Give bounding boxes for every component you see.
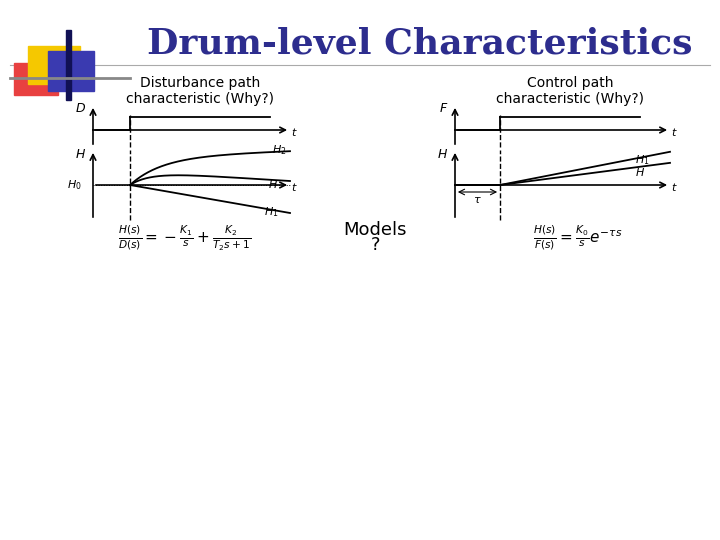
Text: Disturbance path
characteristic (Why?): Disturbance path characteristic (Why?) [126,76,274,106]
Bar [48,51,94,91]
Text: $H_2$: $H_2$ [272,143,287,157]
Text: $H_1$: $H_1$ [264,205,279,219]
FancyBboxPatch shape [14,63,58,95]
Text: $H_1$: $H_1$ [635,153,649,167]
Text: $H$: $H$ [437,148,448,161]
Text: ?: ? [370,236,379,254]
Text: $\tau$: $\tau$ [472,195,482,205]
Text: $H$: $H$ [75,148,86,161]
Text: $H$: $H$ [268,178,278,190]
Text: $\frac{H(s)}{F(s)} = \frac{K_0}{s} e^{-\tau s}$: $\frac{H(s)}{F(s)} = \frac{K_0}{s} e^{-\… [534,224,623,252]
Text: $D$: $D$ [75,102,86,114]
Text: Models: Models [343,221,407,239]
Bar [66,30,71,100]
Text: $H$: $H$ [635,166,645,178]
Text: $t$: $t$ [671,181,678,193]
Bar [28,46,80,84]
Text: $H_0$: $H_0$ [67,178,82,192]
Text: $F$: $F$ [438,102,448,114]
Text: $\frac{H(s)}{D(s)} = -\frac{K_1}{s} + \frac{K_2}{T_2 s+1}$: $\frac{H(s)}{D(s)} = -\frac{K_1}{s} + \f… [118,224,251,253]
Text: $t$: $t$ [291,126,297,138]
Text: Control path
characteristic (Why?): Control path characteristic (Why?) [496,76,644,106]
Text: $t$: $t$ [671,126,678,138]
Text: $t$: $t$ [291,181,297,193]
Text: Drum-level Characteristics: Drum-level Characteristics [148,26,693,60]
